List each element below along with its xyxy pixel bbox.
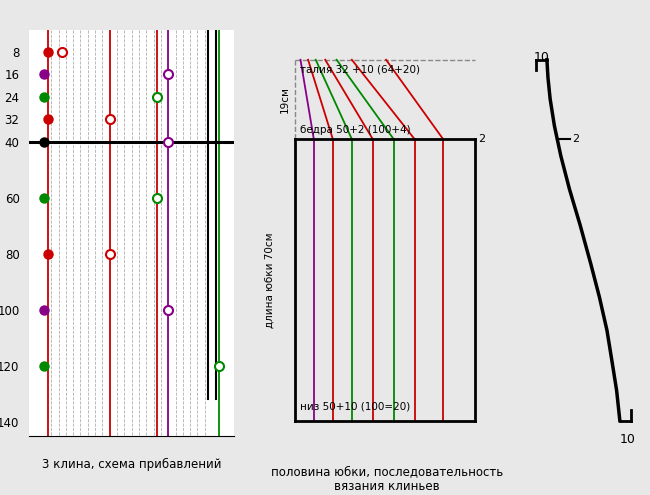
Text: талия 32 +10 (64+20): талия 32 +10 (64+20) [300, 64, 421, 74]
Text: 19см: 19см [280, 86, 289, 113]
Text: низ 50+10 (100=20): низ 50+10 (100=20) [300, 401, 411, 411]
Text: 10: 10 [619, 433, 635, 446]
Text: половина юбки, последовательность
вязания клиньев: половина юбки, последовательность вязани… [270, 465, 503, 494]
Text: 3 клина, схема прибавлений: 3 клина, схема прибавлений [42, 458, 222, 471]
Text: 2: 2 [572, 134, 579, 144]
Text: бедра 50+2 (100+4): бедра 50+2 (100+4) [300, 125, 411, 135]
Text: 10: 10 [534, 51, 549, 64]
Text: длина юбки 70см: длина юбки 70см [265, 232, 275, 328]
Text: 2: 2 [478, 134, 486, 144]
